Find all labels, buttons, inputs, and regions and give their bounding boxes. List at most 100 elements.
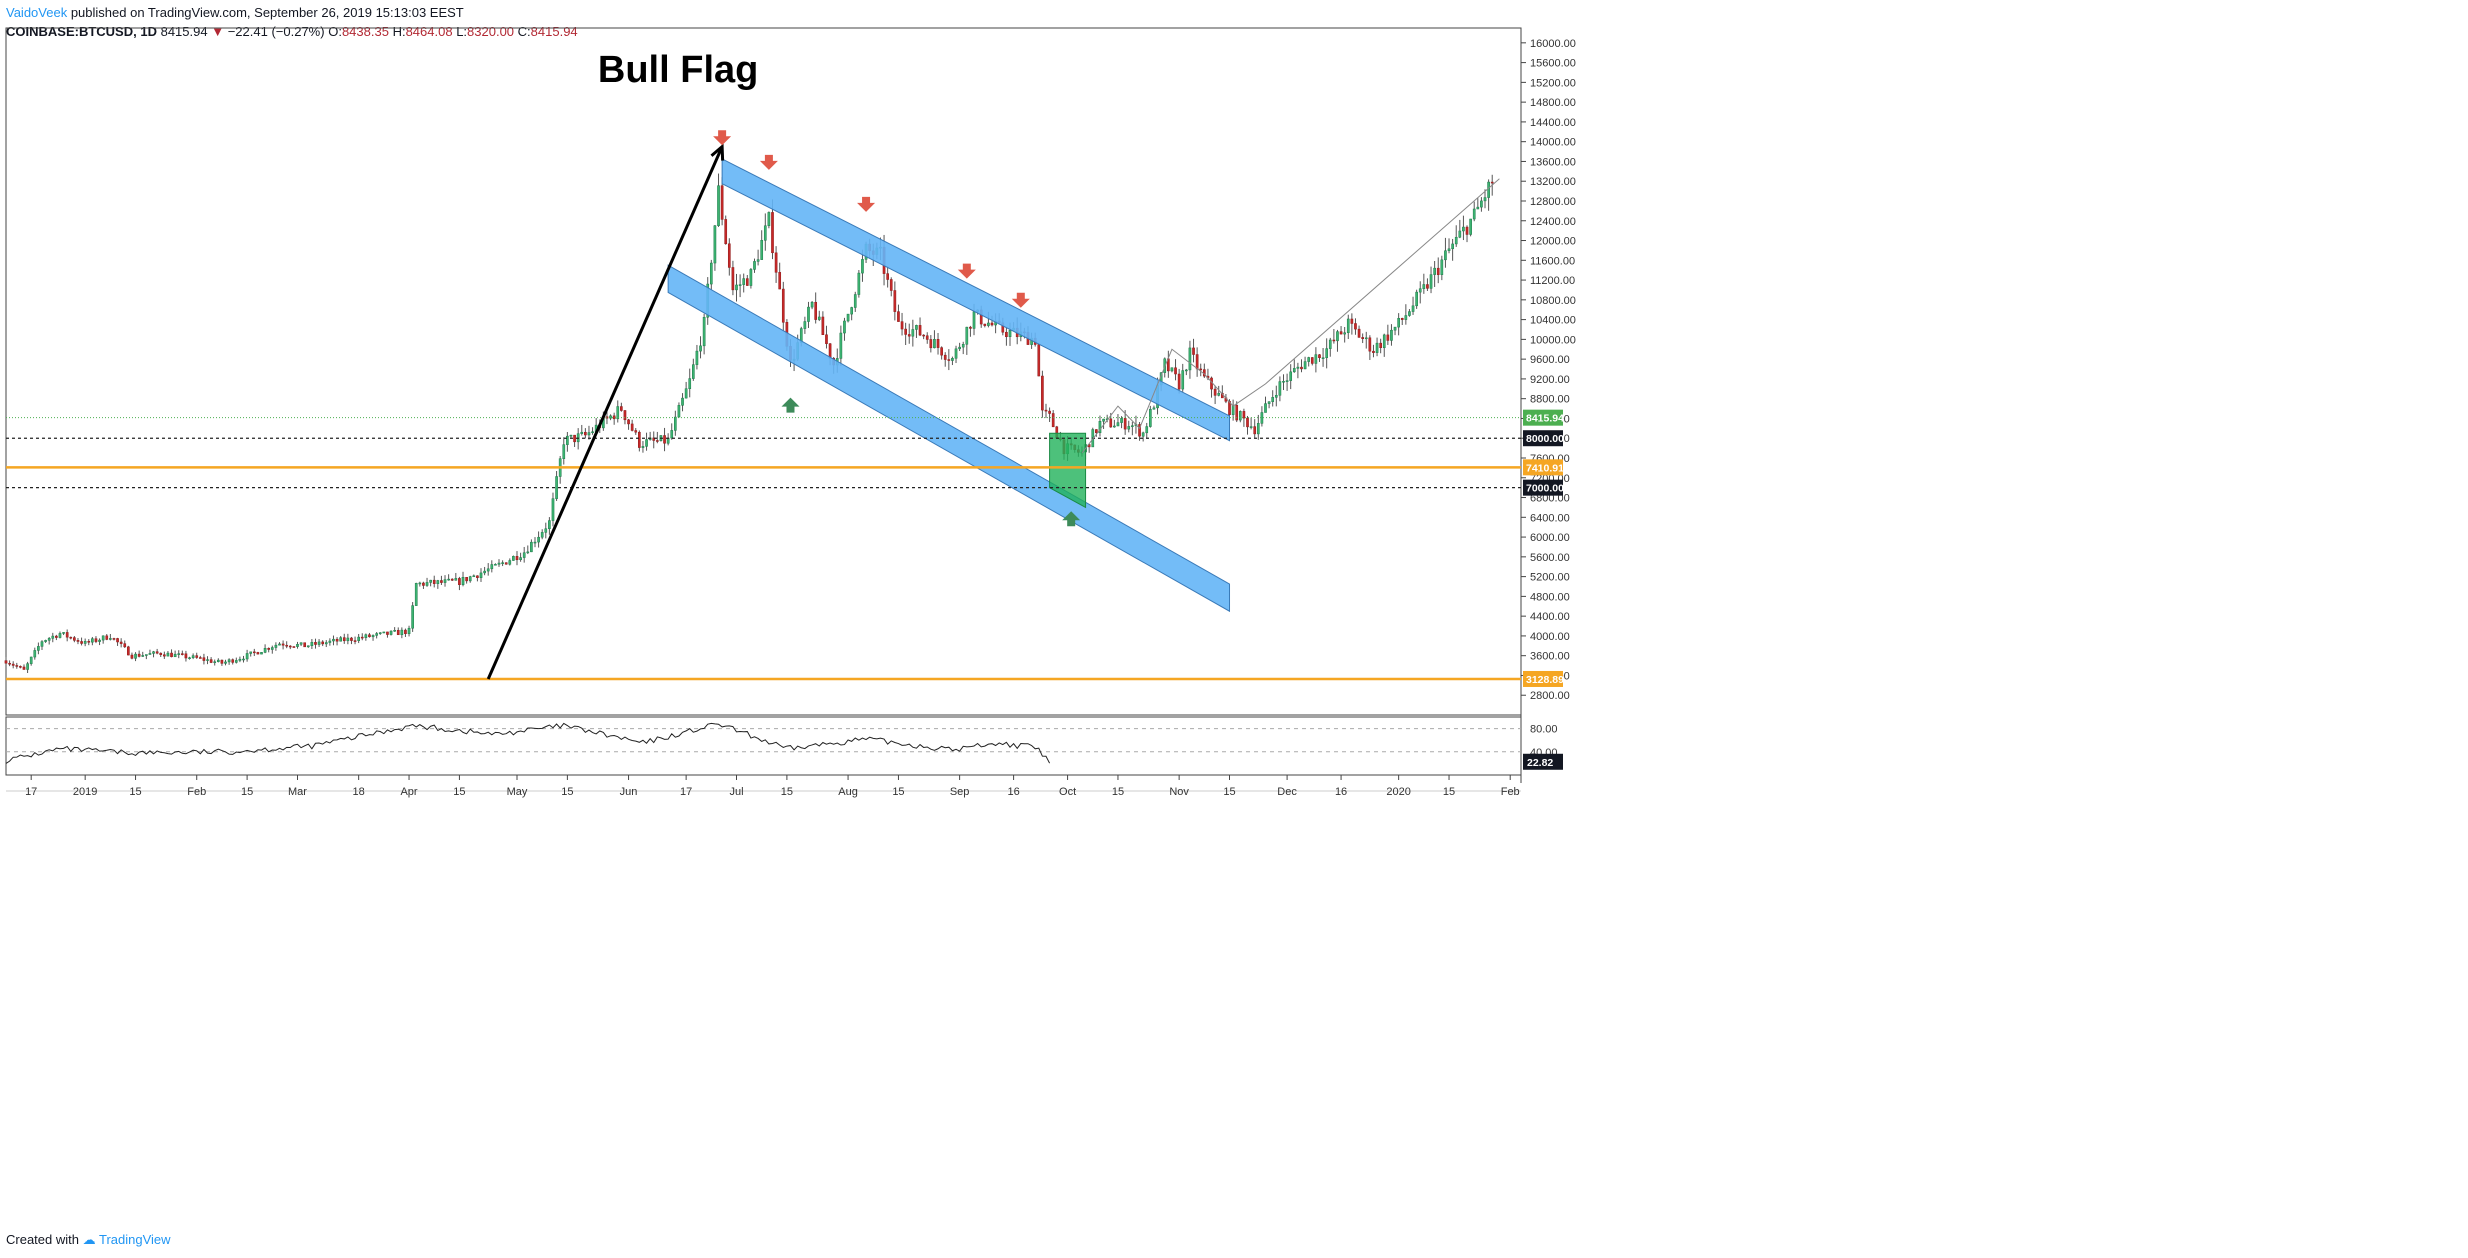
candle (1368, 335, 1372, 360)
candle (1170, 367, 1174, 373)
candle-body (929, 339, 933, 349)
candle-body (339, 637, 342, 642)
candle (1048, 407, 1051, 422)
candle (357, 633, 360, 644)
candle (749, 268, 753, 289)
candle-body (407, 627, 411, 634)
candle (1400, 317, 1404, 326)
candle (1051, 410, 1055, 428)
candle (249, 651, 253, 657)
candle-body (630, 423, 634, 431)
candle (562, 437, 566, 465)
channel-upper-band (721, 158, 1231, 442)
candle-body (1303, 361, 1307, 370)
candle-body (40, 641, 44, 647)
candle (1393, 326, 1397, 336)
candle (328, 638, 332, 646)
candle (40, 640, 44, 650)
candle-body (760, 240, 764, 260)
candle (663, 427, 666, 452)
candle-body (458, 578, 461, 586)
footer: Created with ☁ TradingView (6, 1232, 171, 1248)
candle-body (1469, 218, 1472, 235)
candle (285, 641, 289, 649)
candle-body (1451, 243, 1454, 250)
candle (324, 640, 328, 648)
candle-body (371, 635, 375, 638)
candle (533, 537, 537, 548)
candle-body (342, 637, 346, 642)
candle-body (418, 582, 422, 585)
candle-body (130, 654, 134, 659)
candle (141, 651, 145, 657)
candle-body (634, 430, 638, 433)
candle (386, 631, 389, 638)
candle (378, 632, 382, 635)
candle (47, 637, 51, 645)
candle-body (709, 262, 713, 285)
tradingview-brand[interactable]: TradingView (99, 1232, 171, 1247)
candle (1433, 260, 1436, 287)
candle (1267, 401, 1271, 409)
candle (479, 568, 483, 582)
candle (19, 665, 22, 669)
candle (958, 342, 961, 351)
candle (1465, 225, 1469, 243)
candle-body (839, 332, 843, 359)
x-tick-label: Mar (288, 786, 307, 798)
candle-body (965, 326, 969, 345)
candle-body (990, 322, 994, 326)
candle (814, 292, 818, 324)
candle-body (742, 278, 746, 285)
candle-body (1440, 259, 1444, 275)
candle (371, 634, 375, 641)
author-link[interactable]: VaidoVeek (6, 5, 68, 20)
candle (1213, 385, 1217, 405)
candle (853, 291, 857, 312)
candle-body (256, 652, 260, 655)
candle-body (123, 643, 127, 648)
candle (1271, 390, 1275, 407)
level-label-bg (1523, 459, 1563, 476)
candle (1483, 189, 1487, 209)
candle (1343, 326, 1346, 343)
candle (713, 225, 717, 271)
candle (29, 656, 33, 666)
candle-body (983, 323, 987, 326)
candle (339, 636, 342, 642)
candle-body (861, 259, 864, 274)
candle (44, 639, 47, 643)
candle-body (270, 647, 274, 650)
candle (1095, 429, 1098, 437)
candle (220, 659, 224, 666)
candle (231, 658, 235, 665)
candle (69, 636, 73, 640)
candle-body (1426, 284, 1429, 289)
candle-body (969, 326, 972, 329)
candle-body (1307, 357, 1311, 362)
candle-body (1127, 426, 1131, 430)
down-arrow-icon (759, 154, 778, 170)
candle (702, 313, 706, 355)
candle-body (422, 582, 425, 586)
candle-body (145, 654, 148, 656)
candle-body (1433, 267, 1436, 275)
candle (1372, 344, 1375, 358)
candle-body (1048, 410, 1051, 414)
candle-body (907, 334, 911, 337)
candle (1278, 376, 1282, 402)
candle (350, 636, 353, 645)
y-tick-label: 13200.00 (1530, 176, 1576, 188)
candle (843, 317, 846, 341)
candle (342, 633, 346, 644)
candle (494, 563, 497, 566)
candle (580, 424, 584, 436)
candle-body (389, 630, 393, 635)
candle (1411, 296, 1415, 315)
candle-body (717, 185, 720, 226)
candle (1210, 376, 1213, 398)
candle (490, 560, 494, 573)
candle-body (951, 358, 954, 361)
candle-body (1393, 326, 1397, 331)
